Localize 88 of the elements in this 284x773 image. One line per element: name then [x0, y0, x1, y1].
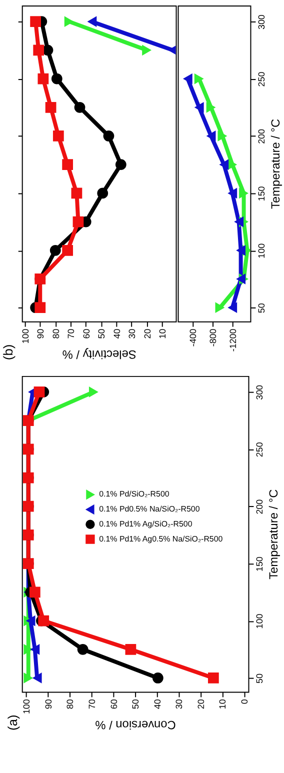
- point: [218, 130, 228, 142]
- x-tick-label: 50: [130, 699, 141, 710]
- point: [38, 615, 50, 626]
- y-tick-label: 100: [256, 243, 267, 258]
- point: [74, 102, 86, 113]
- y-tick-label: 150: [254, 556, 265, 572]
- point: [103, 130, 114, 142]
- point: [219, 159, 229, 170]
- legend-label: 0.1% Pd0.5% Na/SiO₂-R500: [99, 504, 200, 514]
- point: [206, 102, 216, 113]
- y-tick-label: 50: [254, 673, 265, 684]
- legend-label: 0.1% Pd1% Ag/SiO₂-R500: [99, 519, 193, 528]
- x-tick-label: 20: [142, 328, 152, 339]
- point: [236, 244, 246, 256]
- point: [29, 586, 40, 598]
- point: [97, 188, 108, 199]
- point: [77, 644, 88, 655]
- point: [51, 73, 62, 84]
- text: (b): [0, 344, 16, 360]
- x-tick-label: 40: [152, 699, 162, 710]
- x-tick-label: 90: [43, 699, 54, 710]
- point: [24, 644, 34, 655]
- point: [234, 216, 244, 228]
- x-tick-label: 10: [158, 328, 168, 339]
- point: [30, 644, 40, 655]
- y-tick-label: 200: [256, 129, 267, 144]
- legend-label: 0.1% Pd1% Ag0.5% Na/SiO₂-R500: [99, 534, 224, 544]
- y-tick-label: 100: [254, 614, 265, 629]
- x-tick-label: 20: [196, 699, 206, 710]
- x-axis-title: Conversion / %: [94, 718, 176, 732]
- x-tick-label: 60: [108, 699, 119, 710]
- legend-label: 0.1% Pd/SiO₂-R500: [99, 490, 170, 499]
- point: [32, 672, 42, 684]
- x-tick-label: 0: [239, 699, 250, 704]
- point: [33, 44, 44, 56]
- x-tick-label: 10: [218, 699, 228, 710]
- point: [71, 188, 82, 199]
- x-tick-label: -800: [208, 328, 218, 347]
- point: [62, 244, 74, 256]
- point: [194, 102, 204, 113]
- point: [215, 302, 225, 314]
- point: [38, 73, 49, 84]
- point: [206, 130, 216, 142]
- point: [72, 216, 84, 228]
- point: [34, 386, 45, 398]
- y-tick-label: 150: [256, 186, 267, 202]
- x-tick-label: 50: [96, 328, 107, 339]
- y-axis-title: Temperature / °C: [266, 488, 281, 580]
- x-tick-label: 70: [86, 699, 97, 710]
- x-tick-label: 80: [65, 699, 76, 710]
- point: [152, 672, 164, 684]
- x-tick-label: 40: [112, 328, 122, 339]
- point: [34, 302, 46, 314]
- x-tick-label: 60: [81, 328, 92, 339]
- point: [194, 73, 204, 84]
- point: [50, 244, 61, 256]
- y-tick-label: 200: [254, 499, 265, 514]
- y-tick-label: 300: [256, 14, 267, 30]
- x-tick-label: 30: [174, 699, 184, 710]
- x-tick-label: -1200: [228, 328, 238, 352]
- y-tick-label: 250: [256, 72, 267, 87]
- point: [24, 672, 34, 684]
- point: [125, 644, 136, 655]
- point: [228, 188, 238, 199]
- point: [182, 73, 192, 84]
- point: [45, 102, 56, 113]
- point: [239, 188, 248, 199]
- point: [115, 159, 126, 170]
- x-tick-label: 100: [20, 328, 30, 344]
- point: [30, 16, 41, 28]
- y-tick-label: 300: [254, 384, 265, 400]
- x-tick-label: 80: [50, 328, 61, 339]
- x-tick-label: 30: [127, 328, 138, 339]
- point: [228, 302, 238, 314]
- x-tick-label: -400: [188, 328, 198, 347]
- y-axis-title: Temperature / °C: [268, 118, 283, 209]
- point: [62, 159, 74, 170]
- x-axis-title: Selectivity / %: [62, 348, 136, 362]
- y-tick-label: 250: [254, 442, 265, 458]
- text: (a): [4, 714, 20, 730]
- x-tick-label: 70: [66, 328, 76, 339]
- point: [208, 672, 219, 684]
- x-tick-label: 90: [36, 328, 46, 339]
- point: [236, 274, 246, 284]
- y-tick-label: 50: [256, 303, 267, 314]
- point: [52, 130, 64, 142]
- x-tick-label: 100: [22, 699, 32, 714]
- point: [88, 386, 98, 398]
